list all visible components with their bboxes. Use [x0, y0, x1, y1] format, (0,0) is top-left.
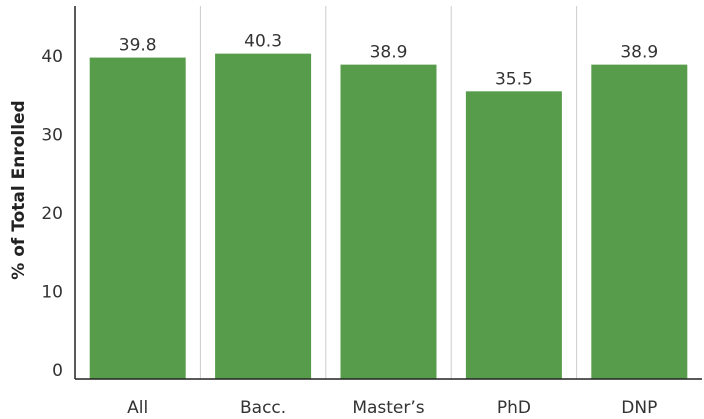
x-tick-label-1: Bacc. — [240, 398, 286, 418]
x-tick-label-4: DNP — [621, 398, 657, 418]
y-tick-label-0: 0 — [52, 361, 63, 381]
x-tick-label-0: All — [127, 398, 148, 418]
bar-0 — [89, 57, 186, 379]
y-tick-label-1: 10 — [41, 283, 63, 303]
value-label-0: 39.8 — [119, 36, 157, 56]
bar-1 — [215, 53, 312, 380]
y-tick-label-2: 20 — [41, 204, 63, 224]
x-axis-labels: All Bacc. Master’s PhD DNP — [127, 398, 657, 418]
y-tick-label-3: 30 — [41, 126, 63, 146]
bars-group — [89, 53, 688, 380]
bar-3 — [465, 91, 562, 379]
category-separators — [199, 6, 578, 379]
value-label-4: 38.9 — [620, 43, 658, 63]
y-tick-label-4: 40 — [41, 47, 63, 67]
bar-2 — [340, 64, 437, 379]
x-tick-label-3: PhD — [497, 398, 531, 418]
bar-4 — [591, 64, 688, 379]
x-tick-label-2: Master’s — [352, 398, 424, 418]
value-label-2: 38.9 — [370, 43, 408, 63]
value-label-1: 40.3 — [244, 32, 282, 52]
y-axis-title: % of Total Enrolled — [9, 100, 29, 279]
value-labels-group: 39.8 40.3 38.9 35.5 38.9 — [119, 32, 658, 90]
y-axis-ticks: 0 10 20 30 40 — [41, 47, 63, 381]
value-label-3: 35.5 — [495, 69, 533, 89]
